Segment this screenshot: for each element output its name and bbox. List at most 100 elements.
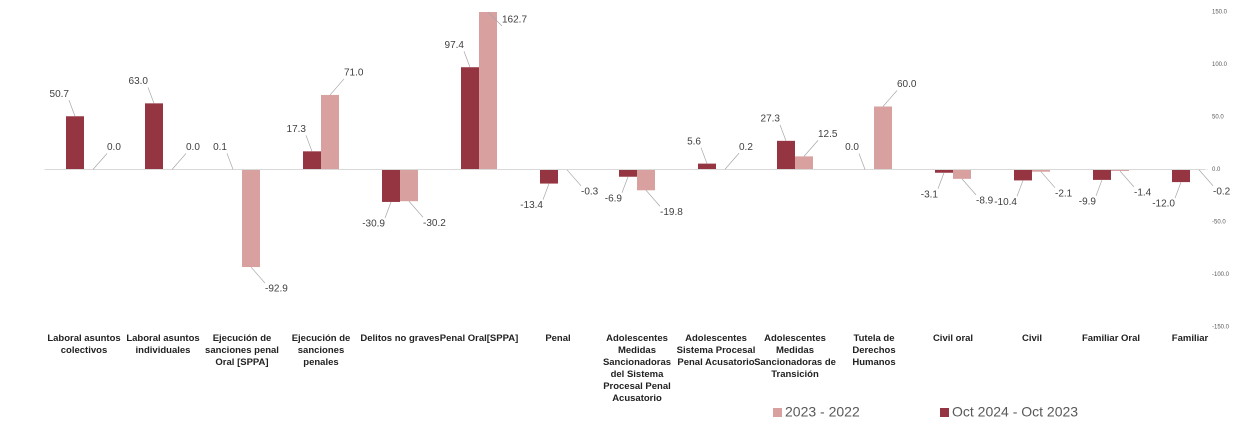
leader-line [700, 147, 708, 164]
bar [935, 169, 953, 173]
leader-line [92, 153, 108, 170]
x-tick-label: Laboral asuntos colectivos [47, 333, 121, 356]
legend-label: Oct 2024 - Oct 2023 [952, 404, 1078, 420]
data-label: 0.1 [213, 142, 227, 153]
leader-line [305, 135, 313, 152]
x-tick-label: Ejecución de sanciones penal Oral [SPPA] [205, 333, 279, 368]
leader-line [1198, 169, 1214, 186]
data-label: -9.9 [1079, 197, 1097, 208]
bar [619, 169, 637, 177]
y-tick-label: -100.0 [1212, 272, 1230, 278]
bar [400, 169, 418, 202]
leader-line [1016, 180, 1024, 197]
data-label: -3.1 [921, 189, 939, 200]
data-label: -0.2 [1213, 186, 1231, 197]
legend-swatch [940, 408, 949, 417]
y-tick-label: -150.0 [1212, 325, 1230, 331]
leader-line [961, 178, 977, 196]
data-label: 50.7 [50, 89, 70, 100]
x-tick-label: Ejecución de sanciones penales [291, 333, 351, 368]
leader-line [329, 78, 345, 96]
bar [637, 169, 655, 191]
leader-line [1119, 170, 1135, 188]
leader-line [250, 266, 266, 284]
bar [382, 169, 400, 202]
leader-line [408, 200, 424, 218]
data-label: -10.4 [994, 197, 1017, 208]
leader-line [937, 172, 945, 189]
data-label: -12.0 [1152, 199, 1175, 210]
leader-line [487, 11, 503, 27]
leader-line [542, 183, 550, 200]
data-label: -13.4 [520, 200, 543, 211]
bar [874, 106, 892, 170]
bar [795, 156, 813, 170]
data-label: 63.0 [129, 76, 149, 87]
leader-line [1040, 171, 1056, 188]
leader-line [645, 190, 661, 207]
leader-line [803, 140, 819, 157]
x-tick-label: Adolescentes Sistema Procesal Penal Acus… [676, 333, 756, 368]
x-tick-label: Familiar Oral [1081, 333, 1141, 344]
data-label: 27.3 [761, 113, 781, 124]
data-label: -0.3 [581, 186, 599, 197]
data-label: -30.9 [362, 219, 385, 230]
leader-line [858, 153, 866, 170]
legend-swatch [773, 408, 782, 417]
bar [66, 116, 84, 170]
data-label: -8.9 [976, 195, 994, 206]
y-tick-label: -50.0 [1212, 220, 1226, 226]
bar [540, 169, 558, 184]
leader-line [463, 51, 471, 68]
data-label: -92.9 [265, 284, 288, 295]
data-label: 5.6 [687, 136, 701, 147]
data-label: -6.9 [605, 193, 623, 204]
x-tick-label: Familiar [1171, 333, 1209, 344]
bar [777, 140, 795, 170]
y-tick-label: 150.0 [1212, 10, 1228, 16]
bar [953, 169, 971, 179]
leader-line [384, 201, 392, 219]
bar [1032, 169, 1050, 172]
data-label: 71.0 [344, 68, 364, 79]
data-label: 0.0 [845, 142, 859, 153]
bar [1093, 169, 1111, 180]
y-tick-label: 50.0 [1212, 115, 1224, 121]
leader-line [226, 153, 234, 170]
leader-line [724, 153, 740, 170]
x-tick-label: Penal Oral[SPPA] [439, 333, 519, 344]
data-label: -30.2 [423, 218, 446, 229]
data-label: -1.4 [1134, 188, 1152, 199]
bar [698, 163, 716, 170]
x-tick-label: Civil [1021, 333, 1043, 344]
bar [1111, 169, 1129, 171]
bar [479, 12, 497, 170]
bar [1172, 169, 1190, 183]
x-tick-label: Adolescentes Medidas Sancionadoras del S… [602, 333, 672, 404]
data-label: 17.3 [287, 124, 307, 135]
x-tick-label: Laboral asuntos individuales [126, 333, 200, 356]
data-label: 0.0 [186, 142, 200, 153]
data-label: 60.0 [897, 79, 917, 90]
leader-line [1095, 179, 1103, 197]
leader-line [147, 87, 155, 104]
legend-label: 2023 - 2022 [785, 404, 860, 420]
bar [321, 94, 339, 170]
x-tick-label: Penal [545, 333, 571, 344]
leader-line [1174, 181, 1182, 199]
leader-line [779, 124, 787, 141]
x-tick-label: Civil oral [932, 333, 974, 344]
data-label: -2.1 [1055, 188, 1073, 199]
bar [461, 67, 479, 170]
data-label: 0.0 [107, 142, 121, 153]
x-tick-label: Tutela de Derechos Humanos [852, 333, 896, 368]
leader-line [621, 176, 629, 193]
data-label: -19.8 [660, 207, 683, 218]
bar [145, 103, 163, 170]
bar [242, 169, 260, 268]
bar [303, 151, 321, 170]
leader-line [171, 153, 187, 170]
y-tick-label: 100.0 [1212, 62, 1228, 68]
data-label: 162.7 [502, 15, 527, 26]
